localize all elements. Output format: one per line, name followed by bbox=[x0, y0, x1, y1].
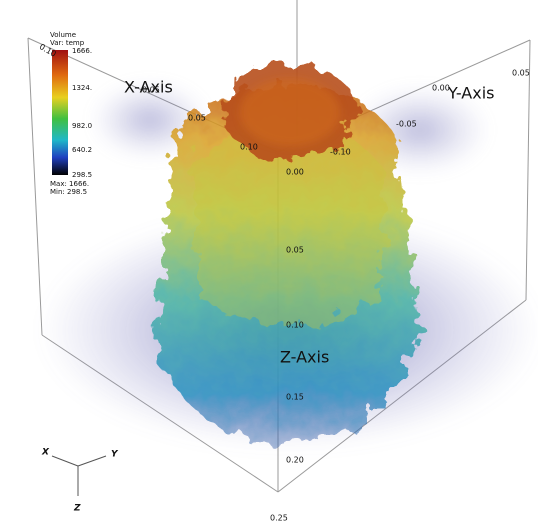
legend-tick: 1324. bbox=[72, 84, 92, 92]
z-tick-label: 0.20 bbox=[286, 456, 304, 465]
legend-tick: 1666. bbox=[72, 47, 92, 55]
legend-tick: 640.2 bbox=[72, 146, 92, 154]
z-axis-title: Z-Axis bbox=[280, 348, 329, 367]
z-tick-label: 0.05 bbox=[286, 246, 304, 255]
legend-min: Min: 298.5 bbox=[50, 188, 87, 196]
z-tick-label: 0.10 bbox=[286, 321, 304, 330]
triad-label: Y bbox=[111, 450, 119, 460]
y-tick-label: 0.05 bbox=[512, 69, 530, 78]
color-bar bbox=[52, 50, 68, 175]
legend-tick: 982.0 bbox=[72, 122, 92, 130]
volume-render-view: Volume Var: temp 1666. 1324. 982.0 640.2… bbox=[0, 0, 538, 526]
legend-title: Volume bbox=[50, 31, 76, 39]
z-tick-label: 0.15 bbox=[286, 393, 304, 402]
triad-label: Z bbox=[73, 504, 81, 514]
y-tick-label: -0.10 bbox=[330, 148, 351, 157]
legend-variable: Var: temp bbox=[50, 39, 85, 47]
x-tick-label: 0.05 bbox=[142, 86, 160, 95]
legend: Volume Var: temp 1666. 1324. 982.0 640.2… bbox=[50, 31, 92, 196]
x-tick-label: 0.05 bbox=[188, 114, 206, 123]
y-tick-label: -0.05 bbox=[396, 120, 417, 129]
y-tick-label: 0.00 bbox=[432, 84, 450, 93]
y-axis-title: Y-Axis bbox=[447, 84, 495, 103]
z-tick-label: 0.00 bbox=[286, 168, 304, 177]
x-tick-label: 0.10 bbox=[240, 143, 258, 152]
legend-max: Max: 1666. bbox=[50, 180, 89, 188]
z-tick-label: 0.25 bbox=[270, 514, 288, 523]
triad: X Y Z bbox=[41, 448, 119, 514]
triad-label: X bbox=[41, 448, 50, 458]
legend-tick: 298.5 bbox=[72, 171, 92, 179]
